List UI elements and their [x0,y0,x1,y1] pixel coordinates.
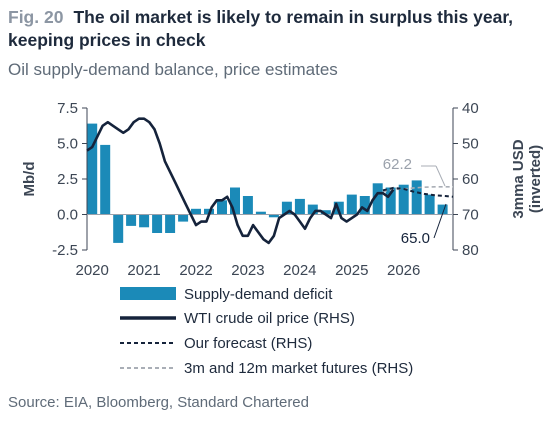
y-axis-right-label: 3mma USD(inverted) [510,139,544,218]
bar-2026Q4 [437,204,448,215]
y-axis-right-label-line2: (inverted) [527,145,544,213]
bar-2022Q3 [217,200,227,215]
chart-canvas: -2.5 0.0 2.5 5.0 7.5 40 50 60 70 80 2020 2021 2022 20… [21,100,544,377]
y-right-tick-60: 60 [462,171,479,188]
bar-2021Q3 [165,214,176,233]
wti-line [86,117,395,245]
bar-2022Q1 [191,208,201,215]
y-right-tick-80: 80 [462,242,479,259]
legend-label-wti: WTI crude oil price (RHS) [184,310,355,327]
x-tick-2020: 2020 [76,262,109,279]
axes-group [86,108,454,250]
y-left-tick-5.0: 5.0 [57,136,78,153]
bar-2020Q3 [113,214,124,243]
bar-2025Q2 [359,196,370,215]
bar-2022Q4 [230,187,240,215]
bar-2024Q3 [320,210,331,215]
y-axis-left-label: Mb/d [21,162,38,197]
bar-2023Q3 [268,214,279,218]
futures-line [382,186,453,193]
y-right-tick-70: 70 [462,207,479,224]
bar-2024Q2 [307,204,318,215]
lines-group [86,117,454,245]
legend-label-forecast: Our forecast (RHS) [184,335,312,352]
bars-group [87,123,448,243]
bar-2025Q1 [346,194,357,215]
chart-title: Fig. 20 The oil market is likely to remai… [8,6,553,52]
forecast-end-label: 65.0 [401,230,430,247]
chart-subtitle: Oil supply-demand balance, price estimat… [8,60,338,79]
x-tick-2024: 2024 [283,262,316,279]
annotations-group: 62.2 65.0 [383,156,447,247]
bar-2024Q1 [294,198,305,215]
ticks-group: -2.5 0.0 2.5 5.0 7.5 40 50 60 70 80 2020 2021 2022 20… [52,100,479,279]
legend-swatch-deficit [120,287,176,300]
y-left-tick-0.0: 0.0 [57,207,78,224]
bar-2021Q4 [178,214,189,222]
y-left-tick-2.5: 2.5 [57,171,78,188]
x-tick-2022: 2022 [179,262,212,279]
y-left-tick-7.5: 7.5 [57,100,78,117]
bar-2026Q2 [411,180,422,215]
legend-label-deficit: Supply-demand deficit [184,286,333,303]
bar-2023Q4 [281,201,292,215]
bar-2020Q4 [126,214,137,226]
bar-2021Q2 [152,214,163,233]
y-left-tick--2.5: -2.5 [52,242,78,259]
bar-2023Q2 [255,211,266,215]
x-tick-2023: 2023 [231,262,264,279]
chart-title-text: The oil market is likely to remain in su… [8,7,514,50]
legend: Supply-demand deficit WTI crude oil pric… [120,286,413,377]
bar-2021Q1 [139,214,150,228]
bar-2025Q4 [385,187,396,215]
y-axis-right-label-line1: 3mma USD [510,139,527,218]
bar-2020Q2 [100,144,111,215]
bar-2026Q3 [424,194,435,215]
figure-label: Fig. 20 [8,7,64,27]
futures-label-connector [435,165,446,187]
bar-2023Q1 [242,196,253,215]
y-right-tick-50: 50 [462,136,479,153]
y-right-tick-40: 40 [462,100,479,117]
x-tick-2026: 2026 [387,262,420,279]
legend-label-futures: 3m and 12m market futures (RHS) [184,360,413,377]
x-tick-2021: 2021 [127,262,160,279]
x-tick-2025: 2025 [335,262,368,279]
bar-2026Q1 [398,184,409,215]
bar-2025Q3 [372,183,383,215]
futures-end-label: 62.2 [383,156,412,173]
forecast-label-connector [433,203,447,239]
source-note: Source: EIA, Bloomberg, Standard Charter… [8,394,309,411]
bar-2020Q1 [87,123,98,215]
forecast-line [382,186,454,198]
